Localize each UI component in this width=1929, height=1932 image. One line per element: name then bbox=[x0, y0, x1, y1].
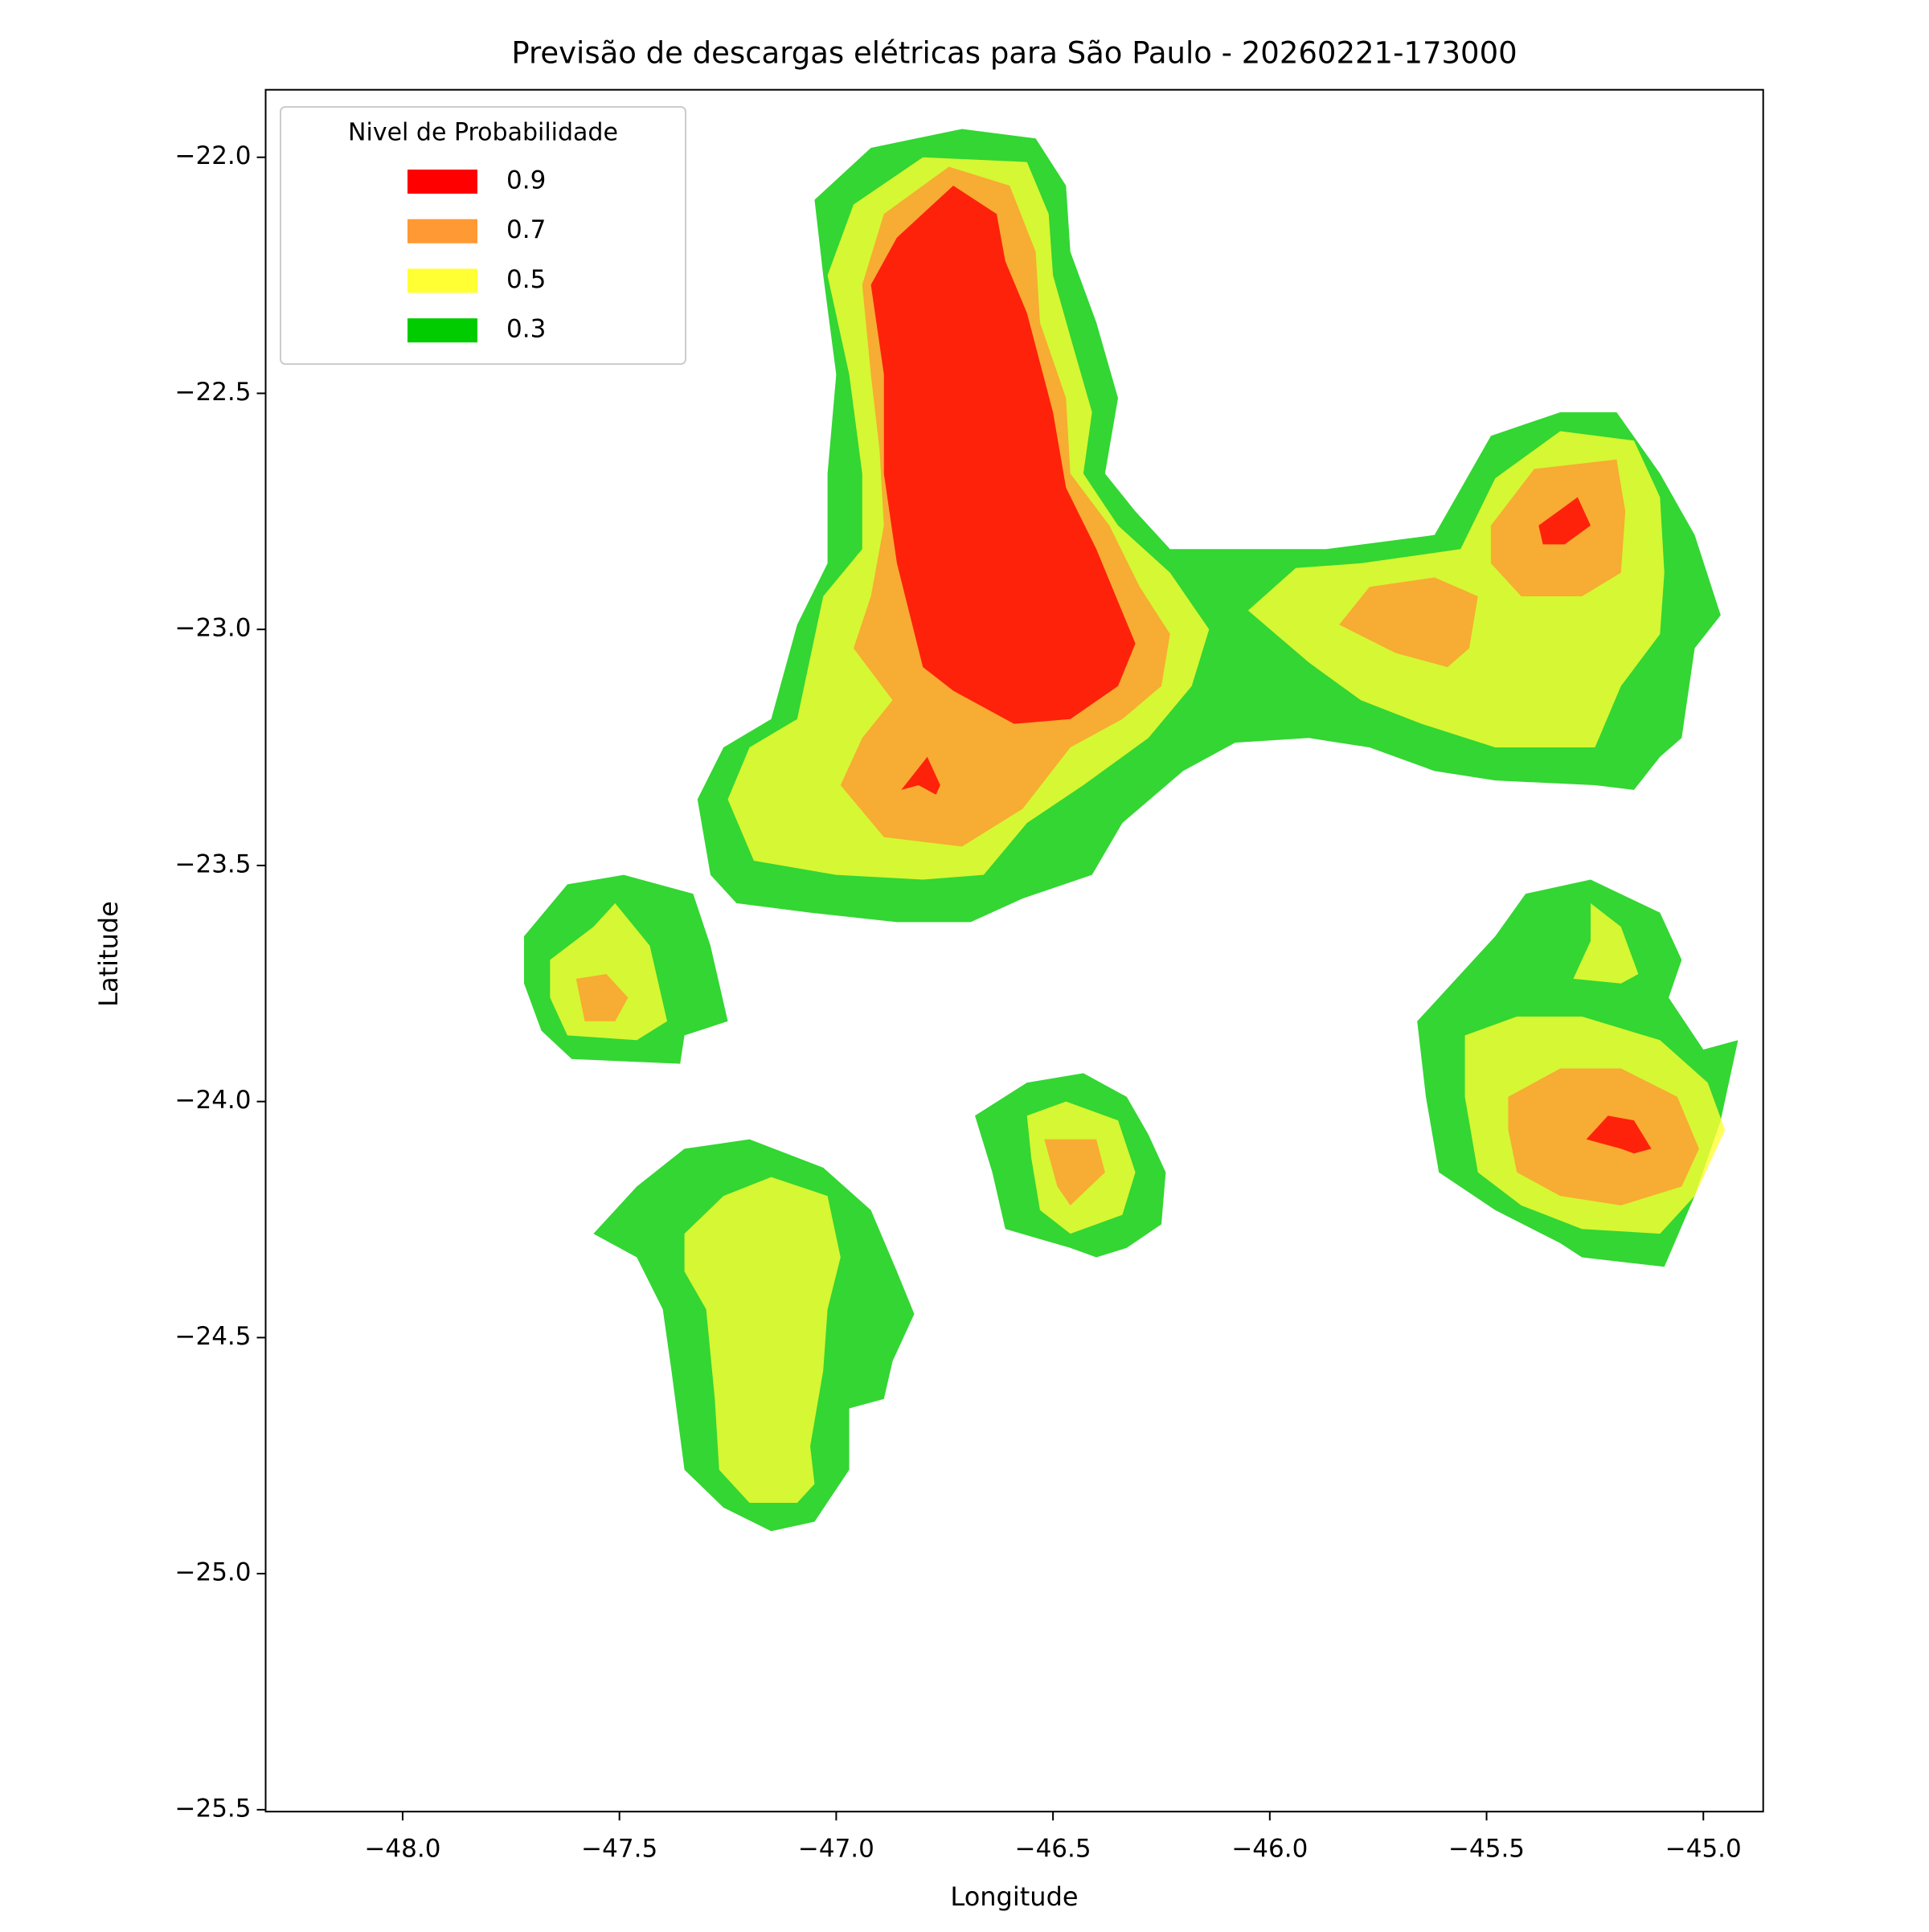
contour-region bbox=[1586, 1115, 1652, 1154]
x-tick-label: −47.0 bbox=[798, 1835, 874, 1864]
contour-region bbox=[575, 974, 629, 1021]
legend-label: 0.9 bbox=[506, 166, 546, 195]
x-tick-label: −45.0 bbox=[1665, 1835, 1742, 1864]
y-tick-label: −23.0 bbox=[175, 614, 252, 643]
y-tick-label: −22.5 bbox=[175, 378, 252, 407]
x-tick-label: −46.5 bbox=[1015, 1835, 1091, 1864]
x-tick-label: −47.5 bbox=[581, 1835, 657, 1864]
contour-region bbox=[1339, 577, 1478, 668]
x-tick-label: −46.0 bbox=[1231, 1835, 1308, 1864]
contour-region bbox=[550, 903, 668, 1041]
contour-region bbox=[1044, 1139, 1105, 1205]
legend-label: 0.5 bbox=[506, 265, 546, 294]
y-tick-label: −24.5 bbox=[175, 1322, 252, 1351]
axes-frame bbox=[264, 88, 1764, 1813]
x-tick-label: −48.0 bbox=[364, 1835, 440, 1864]
legend-label: 0.3 bbox=[506, 315, 546, 344]
contour-region bbox=[684, 1177, 841, 1503]
y-tick-label: −22.0 bbox=[175, 141, 252, 170]
legend-title: Nivel de Probabilidade bbox=[348, 119, 618, 147]
legend-swatch bbox=[408, 219, 477, 244]
legend-label: 0.7 bbox=[506, 215, 546, 244]
contour-region bbox=[870, 185, 1136, 724]
y-tick-label: −25.0 bbox=[175, 1558, 252, 1587]
legend-swatch bbox=[408, 318, 477, 343]
y-tick-label: −25.5 bbox=[175, 1794, 252, 1823]
legend: Nivel de Probabilidade 0.9 0.7 0.5 0.3 bbox=[280, 106, 686, 365]
chart-title: Previsão de descargas elétricas para São… bbox=[511, 36, 1517, 71]
y-tick-label: −24.0 bbox=[175, 1086, 252, 1115]
x-tick-label: −45.5 bbox=[1448, 1835, 1525, 1864]
y-tick-label: −23.5 bbox=[175, 849, 252, 878]
contour-region bbox=[1573, 903, 1639, 984]
legend-box bbox=[280, 106, 686, 365]
y-axis-label: Latitude bbox=[93, 901, 124, 1007]
contour-region bbox=[901, 756, 940, 795]
plot-area bbox=[524, 129, 1739, 1532]
legend-swatch bbox=[408, 268, 477, 293]
contour-region bbox=[1538, 497, 1591, 545]
x-axis-label: Longitude bbox=[950, 1881, 1078, 1912]
legend-swatch bbox=[408, 170, 477, 194]
